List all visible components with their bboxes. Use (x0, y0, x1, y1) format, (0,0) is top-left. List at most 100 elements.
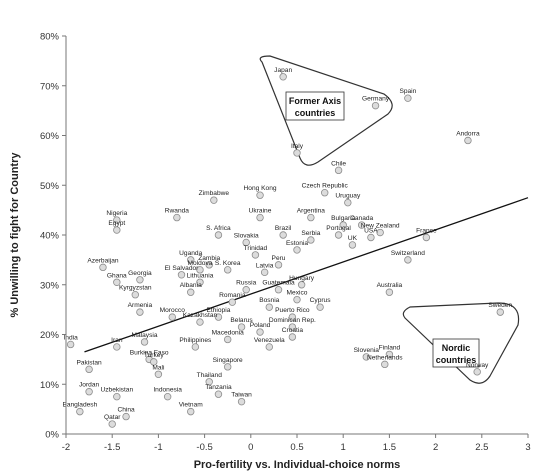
data-point-label: Brazil (275, 225, 292, 232)
nordic-annotation-line-1: Nordic (442, 343, 471, 353)
data-point (237, 397, 246, 406)
data-point (187, 288, 195, 296)
data-point-label: Bangladesh (62, 402, 97, 409)
data-point-label: Finland (379, 344, 401, 351)
data-point-label: Sweden (488, 302, 512, 309)
data-point (154, 370, 163, 378)
data-point (223, 335, 232, 344)
y-tick-label: 50% (40, 181, 60, 192)
data-point-label: Hong Kong (244, 185, 277, 192)
data-point (404, 94, 412, 102)
data-point (357, 221, 366, 229)
data-point-label: Norway (466, 362, 489, 369)
data-point (242, 286, 250, 294)
data-point-label: Zambia (198, 255, 220, 262)
x-ticks: -2 -1.5 -1 -0.5 0 0.5 1 1.5 2 2.5 3 (62, 434, 531, 453)
data-point-label: Venezuela (254, 337, 285, 344)
data-point-label: Georgia (128, 270, 152, 277)
data-point (210, 196, 218, 204)
data-point (140, 338, 149, 346)
data-point (131, 291, 139, 299)
trendline (84, 197, 529, 353)
y-tick-label: 70% (40, 81, 60, 92)
data-point (344, 198, 352, 207)
nordic-annotation-shape (402, 302, 520, 384)
data-point-label: Germany (362, 96, 390, 103)
data-point (256, 328, 264, 336)
data-point-label: Portugal (326, 225, 351, 232)
data-point (371, 101, 380, 110)
data-point-label: Nigeria (106, 210, 127, 217)
data-point (223, 266, 232, 274)
data-point-label: Armenia (128, 302, 153, 309)
data-point (173, 213, 181, 222)
data-point (66, 340, 75, 349)
x-tick-label: -1.5 (104, 442, 120, 453)
data-point (464, 136, 472, 145)
data-point-label: Zimbabwe (199, 190, 230, 197)
data-point-label: Morocco (160, 307, 186, 314)
data-point (214, 231, 223, 239)
data-point-label: Japan (274, 67, 292, 74)
data-point (214, 313, 223, 321)
former-axis-annotation-box (285, 91, 345, 121)
data-point (205, 261, 213, 269)
data-point-label: Latvia (256, 262, 274, 269)
data-point (251, 251, 260, 259)
data-point-label: Ethiopia (207, 307, 231, 314)
x-tick-label: -2 (62, 442, 70, 453)
y-tick-label: 60% (40, 131, 60, 142)
data-point-label: USA (364, 227, 378, 234)
data-point-label: Australia (377, 282, 403, 289)
y-tick-label: 10% (40, 380, 60, 391)
x-tick-label: 0 (248, 442, 253, 453)
data-point-label: Tanzania (205, 384, 232, 391)
data-point (177, 271, 186, 279)
data-point (339, 221, 347, 229)
data-point-label: S. Korea (215, 260, 241, 267)
data-point (297, 281, 306, 289)
data-point-label: El Salvador (165, 265, 200, 272)
data-point-label: Serbia (301, 230, 320, 237)
data-point-label: Azerbaijan (87, 257, 118, 264)
data-point (265, 343, 273, 351)
data-point (150, 358, 158, 366)
data-point (122, 412, 130, 421)
data-point-label: Puerto Rico (275, 307, 310, 314)
x-tick-label: 2 (433, 442, 438, 453)
data-point (136, 276, 144, 284)
data-point-label: Egypt (108, 220, 125, 227)
data-point (385, 350, 394, 359)
former-axis-annotation-line-2: countries (295, 108, 336, 118)
data-point-label: Albania (180, 282, 202, 289)
data-point (381, 360, 389, 369)
data-point (168, 313, 176, 321)
x-tick-label: 1 (341, 442, 346, 453)
x-tick-label: 1.5 (383, 442, 396, 453)
x-tick-label: 0.5 (290, 442, 303, 453)
data-point-label: Burkina Faso (130, 349, 169, 356)
data-point (367, 233, 375, 242)
data-point-label: Mexico (287, 290, 308, 297)
nordic-annotation-line-2: countries (436, 355, 477, 365)
data-point-label: China (117, 407, 135, 414)
y-tick-label: 40% (40, 231, 60, 242)
x-axis-title: Pro-fertility vs. Individual-choice norm… (194, 459, 401, 471)
data-point (228, 298, 237, 306)
former-axis-annotation-line-1: Former Axis (289, 96, 341, 106)
data-point (496, 308, 504, 316)
data-point-label: Bosnia (259, 297, 279, 304)
data-point-label: Uzbekistan (101, 387, 134, 394)
data-point-label: Chile (331, 160, 346, 167)
data-point (260, 268, 269, 277)
y-tick-label: 0% (45, 430, 59, 441)
data-point-label: Moldova (188, 260, 213, 267)
data-point (85, 365, 93, 374)
data-point (214, 390, 223, 398)
data-point-label: Slovenia (354, 347, 380, 354)
data-point-label: Italy (291, 143, 304, 150)
data-point-label: Indonesia (153, 387, 182, 394)
data-point (265, 303, 273, 311)
data-point (293, 149, 301, 157)
x-tick-label: -0.5 (196, 442, 212, 453)
